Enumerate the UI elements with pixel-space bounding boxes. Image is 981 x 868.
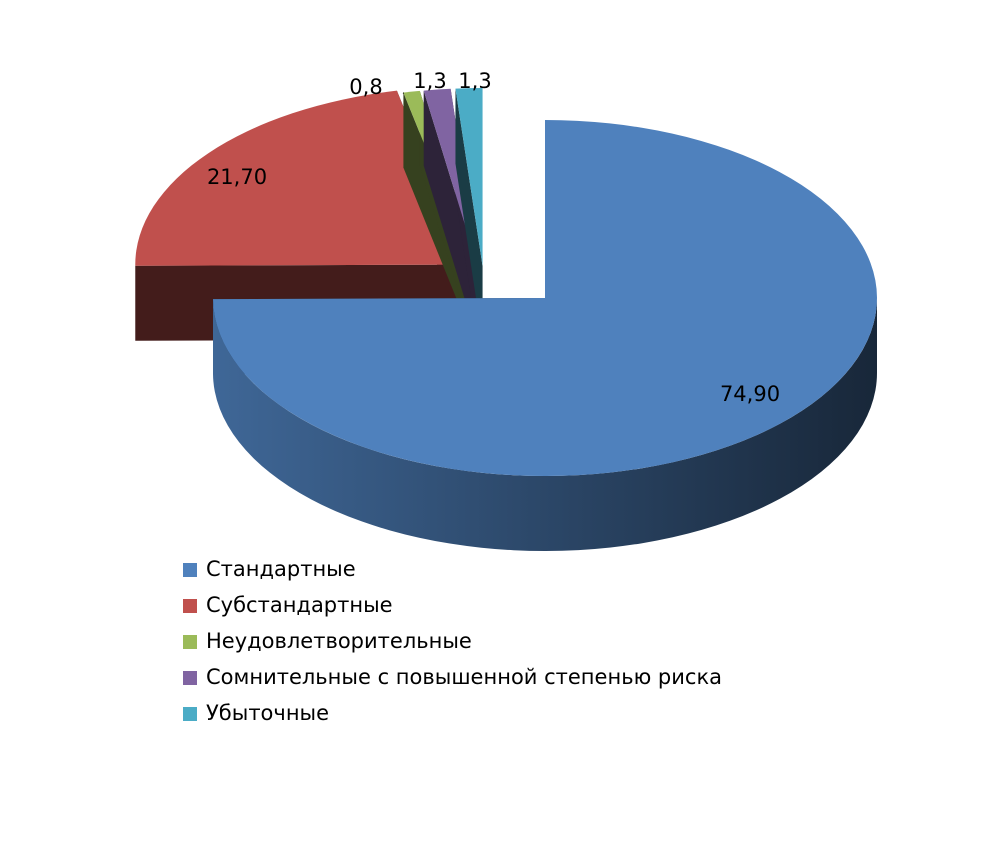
data-label: 1,3: [413, 69, 446, 93]
data-label: 21,70: [207, 165, 267, 189]
data-label: 74,90: [720, 382, 780, 406]
legend-swatch: [183, 563, 197, 577]
legend-swatch: [183, 671, 197, 685]
slice-top: [213, 120, 877, 477]
data-label: 0,8: [349, 75, 382, 99]
legend-label: Стандартные: [206, 557, 356, 581]
legend-swatch: [183, 707, 197, 721]
slice-rim: [213, 298, 878, 552]
slice: [213, 120, 878, 552]
legend-label: Субстандартные: [206, 593, 393, 617]
slice-top: [455, 87, 483, 266]
slice-top: [423, 88, 478, 267]
slice-side: [423, 90, 478, 342]
legend-label: Убыточные: [206, 701, 329, 725]
data-label: 1,3: [458, 69, 491, 93]
legend-label: Неудовлетворительные: [206, 629, 472, 653]
slice-side: [455, 88, 483, 341]
legend-swatch: [183, 599, 197, 613]
slice: [455, 87, 483, 341]
legend-label: Сомнительные с повышенной степенью риска: [206, 665, 722, 689]
slice-top: [135, 90, 468, 266]
legend-swatch: [183, 635, 197, 649]
